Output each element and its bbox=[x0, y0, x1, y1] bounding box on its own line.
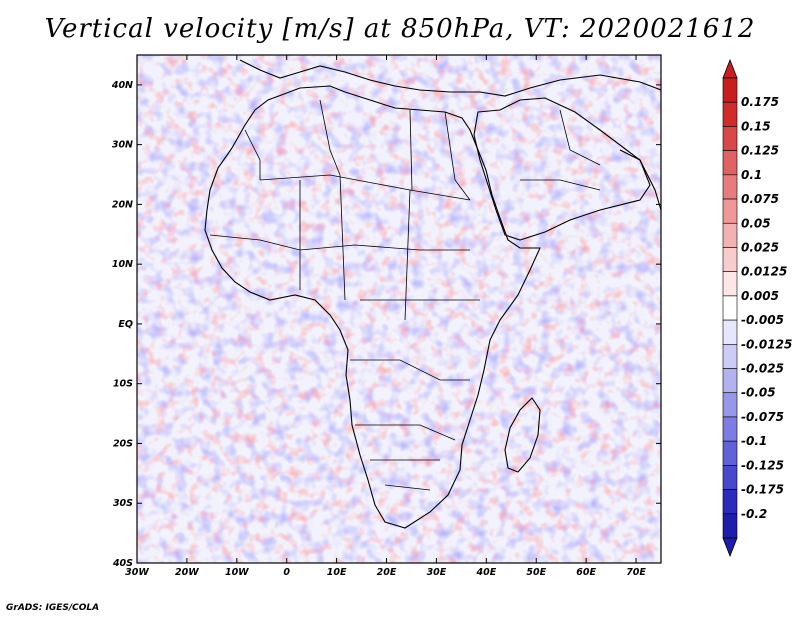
colorbar-label: -0.125 bbox=[741, 458, 784, 472]
colorbar-label: 0.0125 bbox=[741, 265, 787, 279]
colorbar-label: 0.005 bbox=[741, 289, 779, 303]
colorbar-bottom-arrow bbox=[722, 537, 738, 558]
india-coastline bbox=[619, 149, 661, 211]
colorbar-swatch bbox=[722, 489, 738, 515]
colorbar-label: -0.0125 bbox=[741, 337, 792, 351]
x-axis: 30W 20W 10W 0 10E 20E 30E 40E 50E 60E 70E bbox=[125, 55, 646, 578]
x-tick-label: 40E bbox=[475, 567, 496, 578]
colorbar-swatch bbox=[722, 247, 738, 272]
colorbar-label: 0.125 bbox=[741, 144, 779, 158]
colorbar-top-arrow bbox=[722, 58, 738, 79]
grads-credit: GrADS: IGES/COLA bbox=[6, 603, 100, 613]
colorbar-swatch bbox=[722, 271, 738, 297]
x-tick-label: 10E bbox=[327, 567, 347, 578]
colorbar-label: -0.05 bbox=[741, 386, 776, 400]
colorbar-swatch bbox=[722, 198, 738, 224]
colorbar-label: 0.05 bbox=[741, 216, 771, 230]
x-tick-label: 60E bbox=[576, 567, 596, 578]
colorbar-swatch bbox=[722, 101, 738, 127]
y-tick-label: EQ bbox=[118, 319, 133, 330]
colorbar-label: -0.1 bbox=[741, 434, 767, 448]
arabia-coastline bbox=[473, 97, 651, 241]
coastlines bbox=[204, 59, 661, 529]
x-tick-label: 0 bbox=[283, 567, 290, 578]
y-tick-label: 10S bbox=[113, 379, 133, 390]
x-tick-label: 50E bbox=[526, 567, 546, 578]
y-tick-label: 20N bbox=[112, 199, 133, 210]
colorbar-swatch bbox=[722, 222, 738, 248]
colorbar-swatch bbox=[722, 126, 738, 151]
x-tick-label: 30E bbox=[427, 567, 447, 578]
x-tick-label: 70E bbox=[626, 567, 646, 578]
colorbar-swatch bbox=[722, 150, 738, 176]
x-tick-label: 20W bbox=[175, 567, 199, 578]
y-axis: 40N 30N 20N 10N EQ 10S 20S 30S 40S bbox=[111, 80, 661, 569]
colorbar: 0.175 0.15 0.125 0.1 0.075 0.05 0.025 0.0125 0.0… bbox=[722, 58, 792, 558]
colorbar-swatch bbox=[722, 368, 738, 394]
colorbar-label: 0.1 bbox=[741, 168, 762, 182]
colorbar-label: -0.175 bbox=[741, 483, 784, 497]
y-tick-label: 40N bbox=[111, 80, 133, 91]
colorbar-label: 0.025 bbox=[741, 240, 779, 254]
madagascar-coastline bbox=[504, 397, 541, 473]
colorbar-swatch bbox=[722, 440, 738, 466]
y-tick-label: 10N bbox=[112, 259, 133, 270]
colorbar-swatch bbox=[722, 392, 738, 418]
colorbar-swatch bbox=[722, 319, 738, 345]
x-tick-label: 20E bbox=[377, 567, 397, 578]
x-tick-label: 30W bbox=[125, 567, 149, 578]
colorbar-label: -0.075 bbox=[741, 410, 784, 424]
colorbar-label: -0.005 bbox=[741, 313, 784, 327]
plot-frame bbox=[136, 54, 662, 564]
colorbar-swatch bbox=[722, 295, 738, 321]
colorbar-swatch bbox=[722, 465, 738, 490]
colorbar-label: 0.075 bbox=[741, 192, 779, 206]
country-borders bbox=[209, 99, 601, 491]
y-tick-label: 30N bbox=[112, 140, 133, 151]
colorbar-label: -0.2 bbox=[741, 507, 767, 521]
colorbar-swatch bbox=[722, 513, 738, 539]
colorbar-swatch bbox=[722, 77, 738, 103]
colorbar-swatch bbox=[722, 344, 738, 369]
colorbar-label: -0.025 bbox=[741, 362, 784, 376]
colorbar-label: 0.175 bbox=[741, 95, 779, 109]
chart-title: Vertical velocity [m/s] at 850hPa, VT: 2… bbox=[44, 14, 756, 44]
colorbar-label: 0.15 bbox=[741, 119, 771, 133]
x-tick-label: 10W bbox=[225, 567, 249, 578]
y-tick-label: 20S bbox=[113, 438, 133, 449]
y-tick-label: 30S bbox=[113, 498, 133, 509]
colorbar-swatch bbox=[722, 416, 738, 442]
colorbar-swatch bbox=[722, 174, 738, 200]
y-tick-label: 40S bbox=[112, 558, 133, 569]
field-noise bbox=[137, 55, 661, 563]
europe-coastline bbox=[239, 59, 661, 97]
africa-coastline bbox=[204, 85, 541, 529]
